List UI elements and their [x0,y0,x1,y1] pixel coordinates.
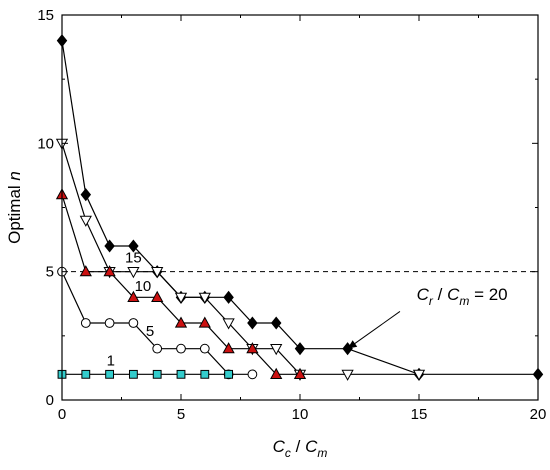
y-title-prefix: Optimal [5,181,24,244]
annot-sub1: r [429,294,434,308]
data-point-15 [198,292,211,304]
x-tick-label: 0 [58,406,66,423]
series-markers [55,34,544,381]
x-tick-label: 5 [177,406,185,423]
data-point-1 [81,369,91,379]
data-point-10 [246,342,259,354]
data-point-20 [104,239,115,253]
data-point-1 [105,369,115,379]
series-labels: 15 10 5 1 [107,250,155,370]
y-axis-title: Optimal n [5,171,24,244]
data-point-10 [270,367,283,379]
series-label-1: 1 [107,352,115,369]
data-point-20 [223,290,234,304]
annot-sub2: m [459,294,469,308]
annot-main: C [417,285,430,304]
series-line-15 [61,143,419,375]
x-tick-label: 10 [292,406,309,423]
data-point-10 [79,265,92,277]
data-point-20 [128,239,139,253]
y-tick-label: 15 [37,7,54,24]
series-label-15: 15 [125,250,142,267]
data-point-15 [127,267,140,279]
data-point-15 [151,267,164,279]
data-point-5 [152,343,163,354]
x-title-sep: / [291,437,305,456]
data-point-1 [176,369,186,379]
data-point-10 [151,290,164,302]
data-point-15 [174,292,188,304]
data-point-5 [247,369,258,380]
data-point-20 [294,342,306,356]
x-title-main: C [273,437,286,456]
data-point-1 [200,369,210,379]
annot-tail: = 20 [469,285,507,304]
x-tick-label: 20 [530,406,547,423]
x-title-sub2: m [317,446,327,460]
x-title-sub1: c [285,446,291,460]
series-label-5: 5 [146,323,154,340]
x-axis-title: Cc / Cm [273,437,328,460]
data-point-20 [80,188,92,202]
data-point-10 [293,367,307,379]
annot-sep: / [433,285,447,304]
data-point-5 [176,343,186,354]
data-point-5 [199,343,210,354]
y-tick-label: 10 [37,135,54,152]
data-point-10 [103,265,116,277]
data-point-20 [247,316,258,330]
data-point-1 [152,369,162,379]
data-point-10 [222,342,235,354]
series-label-10: 10 [135,278,152,295]
data-point-5 [104,318,115,328]
x-title-main2: C [305,437,318,456]
data-point-1 [224,369,234,379]
data-point-15 [412,369,426,381]
annotation-arrow [352,311,401,346]
annotation-arrowhead [347,340,358,349]
data-point-5 [80,318,91,328]
y-title-var: n [5,171,24,180]
data-point-20 [270,316,282,330]
data-point-1 [128,369,138,379]
data-point-15 [270,344,283,356]
data-point-10 [127,290,140,302]
y-tick-label: 0 [46,392,54,409]
data-point-10 [174,316,188,328]
data-point-15 [79,215,92,227]
data-point-10 [198,316,211,328]
data-point-15 [341,369,354,381]
annot-main2: C [447,285,460,304]
annotation-text: Cr / Cm = 20 [417,285,508,308]
data-point-5 [128,318,139,328]
y-tick-label: 5 [46,264,54,281]
data-point-15 [222,318,235,330]
x-tick-label: 15 [411,406,428,423]
